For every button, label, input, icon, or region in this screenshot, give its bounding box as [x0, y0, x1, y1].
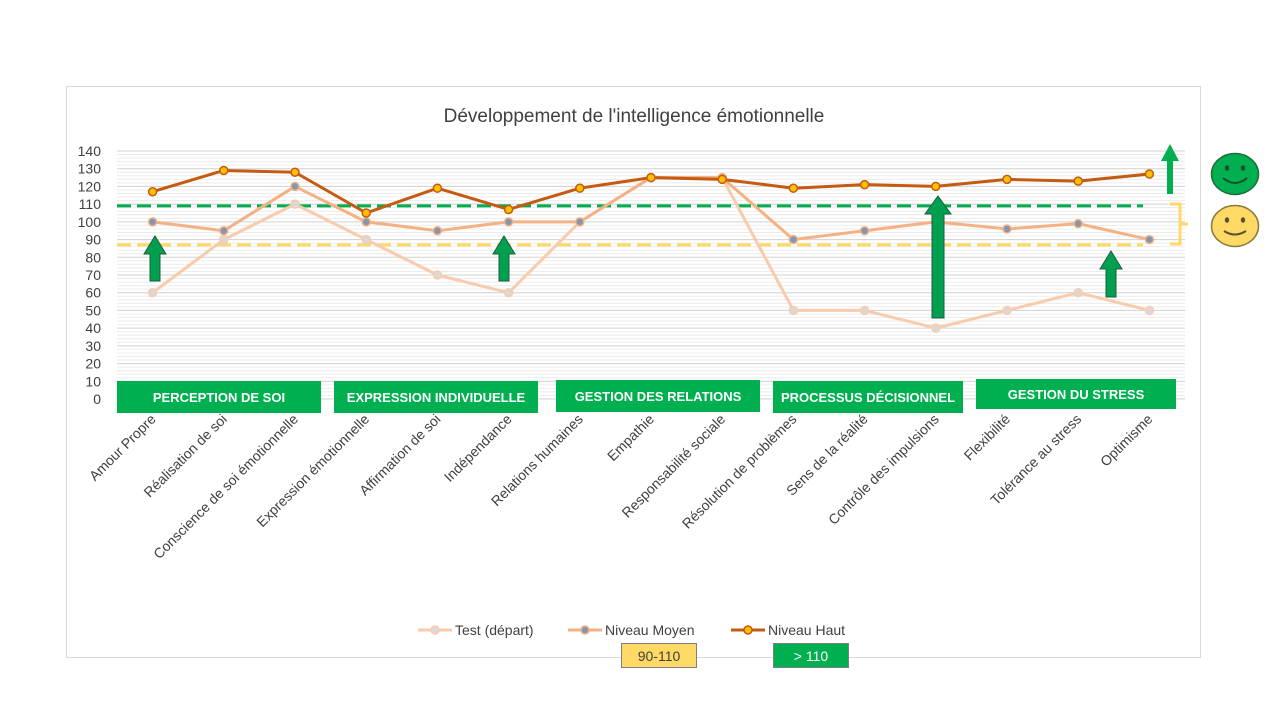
data-point-s2: [1073, 176, 1083, 186]
data-point-s2: [1002, 174, 1012, 185]
x-tick-label: Indépendance: [441, 411, 515, 485]
group-band-perception: PERCEPTION DE SOI: [117, 381, 321, 413]
y-tick-label: 90: [85, 232, 101, 248]
y-tick-label: 100: [78, 214, 102, 230]
y-tick-label: 80: [85, 249, 101, 265]
group-band-expression: EXPRESSION INDIVIDUELLE: [334, 381, 538, 413]
data-point-s2: [147, 186, 158, 197]
legend-item-haut: Niveau Haut: [731, 620, 845, 640]
arrows-layer: [143, 195, 1123, 319]
legend-marker-haut: [731, 625, 765, 635]
data-point-s0: [503, 287, 514, 298]
data-point-s2: [788, 183, 799, 193]
x-tick-label: Amour Propre: [86, 411, 159, 484]
data-point-s2: [432, 183, 443, 193]
data-point-s1: [147, 217, 158, 227]
happy-smiley-yellow-icon: [1210, 204, 1260, 248]
chart-title: Développement de l'intelligence émotionn…: [444, 106, 825, 127]
y-tick-label: 140: [78, 143, 102, 159]
data-point-s1: [219, 225, 229, 236]
group-band-relations: GESTION DES RELATIONS: [556, 380, 760, 412]
data-point-s0: [147, 287, 158, 298]
reference-lines: [117, 204, 1143, 247]
data-point-s2: [290, 167, 300, 178]
legend-item-test: Test (départ): [418, 620, 534, 640]
grid-layer: [117, 150, 1185, 400]
legend-marker-moyen: [568, 625, 602, 635]
y-tick-label: 50: [85, 302, 101, 318]
range-high-box: > 110: [773, 643, 849, 668]
legend-label-test: Test (départ): [455, 622, 534, 638]
data-point-s1: [859, 225, 870, 236]
up-arrow-icon: [492, 235, 516, 282]
data-point-s1: [290, 181, 300, 192]
x-tick-label: Empathie: [604, 411, 657, 464]
legend-label-moyen: Niveau Moyen: [605, 622, 695, 638]
y-tick-label: 60: [85, 285, 101, 301]
range-bracket: [1170, 202, 1188, 246]
data-point-s1: [788, 234, 799, 245]
data-point-s2: [219, 165, 229, 176]
up-arrow-icon: [924, 195, 952, 319]
x-tick-label: Résolution de problèmes: [679, 411, 800, 532]
data-point-s1: [503, 217, 514, 227]
data-point-s0: [1002, 305, 1012, 316]
data-point-s2: [931, 181, 941, 192]
data-point-s1: [432, 225, 443, 236]
happy-smiley-green-icon: [1210, 152, 1260, 196]
data-point-s1: [1002, 224, 1012, 234]
data-point-s0: [931, 323, 941, 333]
data-point-s0: [361, 234, 371, 245]
data-point-s2: [646, 172, 656, 183]
up-arrow-icon: [1099, 250, 1123, 298]
y-tick-label: 110: [79, 196, 102, 212]
up-arrow-icon: [143, 235, 167, 282]
data-point-s2: [361, 208, 371, 218]
data-point-s2: [1144, 169, 1155, 179]
range-mid-box: 90-110: [621, 643, 697, 668]
data-point-s0: [219, 234, 229, 245]
series-layer: [147, 165, 1155, 333]
legend-label-haut: Niveau Haut: [768, 622, 846, 638]
group-band-decision: PROCESSUS DÉCISIONNEL: [773, 381, 963, 413]
data-point-s1: [1073, 218, 1083, 229]
data-point-s1: [361, 217, 371, 227]
y-tick-label: 40: [85, 320, 101, 336]
group-band-stress: GESTION DU STRESS: [976, 379, 1176, 409]
data-point-s0: [1073, 287, 1083, 298]
y-tick-label: 120: [78, 178, 102, 194]
x-tick-label: Flexibilité: [961, 411, 1014, 464]
data-point-s0: [1144, 305, 1155, 316]
data-point-s1: [575, 217, 585, 227]
data-point-s0: [788, 305, 799, 316]
y-tick-label: 20: [85, 356, 101, 372]
y-tick-label: 30: [85, 338, 101, 354]
x-tick-label: Conscience de soi émotionnelle: [150, 411, 301, 562]
y-tick-label: 70: [85, 267, 101, 283]
data-point-s0: [432, 270, 443, 280]
data-point-s0: [859, 305, 870, 316]
data-point-s2: [859, 179, 870, 190]
y-tick-label: 0: [93, 391, 101, 407]
y-tick-label: 130: [78, 161, 102, 177]
legend-marker-test: [418, 625, 452, 635]
data-point-s2: [575, 183, 585, 193]
legend-item-moyen: Niveau Moyen: [568, 620, 695, 640]
data-point-s0: [290, 199, 300, 209]
data-point-s2: [717, 174, 727, 185]
data-point-s2: [503, 204, 514, 215]
x-tick-label: Optimisme: [1097, 411, 1156, 470]
data-point-s1: [1144, 234, 1155, 245]
y-tick-label: 10: [85, 373, 101, 389]
up-arrow-icon: [1161, 144, 1179, 194]
